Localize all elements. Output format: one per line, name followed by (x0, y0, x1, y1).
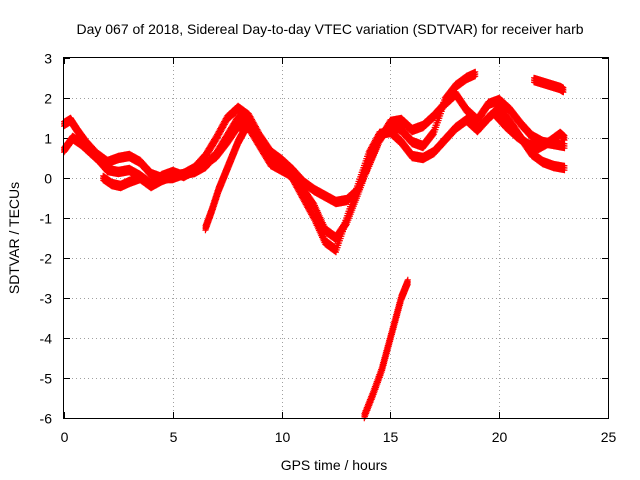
x-tick-label: 5 (170, 429, 178, 445)
y-tick-label: -1 (40, 211, 53, 227)
y-tick-label: -5 (40, 371, 53, 387)
x-axis-label: GPS time / hours (281, 457, 388, 473)
x-tick-label: 0 (61, 429, 69, 445)
x-tick-label: 20 (492, 429, 508, 445)
x-tick-label: 10 (275, 429, 291, 445)
series-track-1 (61, 88, 568, 208)
y-tick-label: 1 (44, 131, 52, 147)
y-tick-label: -3 (40, 291, 53, 307)
x-tick-label: 15 (383, 429, 399, 445)
y-tick-label: -2 (40, 251, 53, 267)
x-tick-label: 25 (601, 429, 617, 445)
y-tick-label: -6 (40, 411, 53, 427)
y-axis-label: SDTVAR / TECUs (6, 182, 22, 294)
y-tick-label: -4 (40, 331, 53, 347)
y-tick-label: 2 (44, 91, 52, 107)
data-points (61, 68, 568, 422)
y-tick-label: 0 (44, 171, 52, 187)
chart-title: Day 067 of 2018, Sidereal Day-to-day VTE… (76, 21, 583, 37)
y-tick-label: 3 (44, 51, 52, 67)
